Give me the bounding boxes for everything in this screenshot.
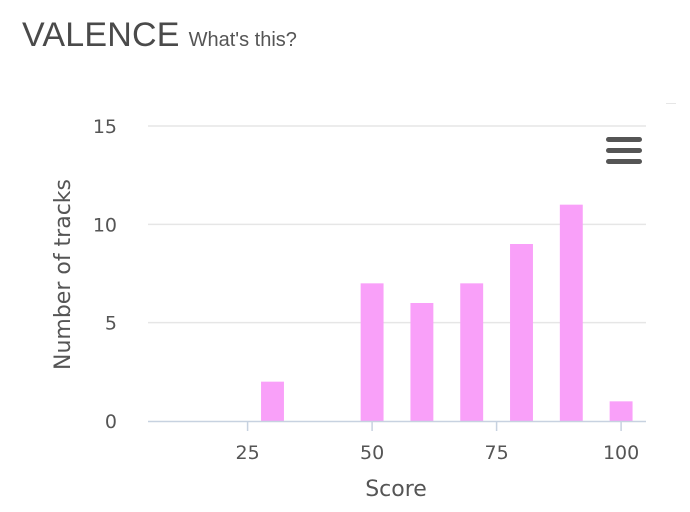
x-tick-label: 25 [236, 442, 260, 464]
x-tick-label: 100 [603, 442, 639, 464]
divider [666, 103, 676, 104]
chart-header: VALENCE What's this? [22, 16, 297, 55]
histogram-bar [360, 283, 384, 421]
histogram-bar [261, 381, 284, 421]
histogram-bar [510, 244, 533, 421]
y-tick-label: 10 [93, 214, 117, 236]
axes [148, 420, 646, 431]
histogram-bar [410, 303, 434, 421]
y-axis-title: Number of tracks [51, 179, 76, 370]
histogram-bar [559, 204, 583, 421]
histogram-bar [460, 283, 484, 421]
y-tick-label: 0 [105, 411, 117, 433]
y-tick-label: 15 [93, 116, 117, 138]
chart-menu-button[interactable] [606, 137, 642, 165]
y-tick-label: 5 [105, 313, 117, 335]
histogram-bar [609, 401, 633, 421]
x-axis-title: Score [365, 477, 427, 502]
chart-title: VALENCE [22, 16, 180, 54]
x-tick-label: 75 [485, 442, 509, 464]
x-tick-label: 50 [360, 442, 384, 464]
bars [261, 204, 633, 421]
whats-this-link[interactable]: What's this? [188, 29, 297, 51]
labels: 0 5 10 15 25 50 75 100 Score Number of tracks [51, 116, 639, 502]
